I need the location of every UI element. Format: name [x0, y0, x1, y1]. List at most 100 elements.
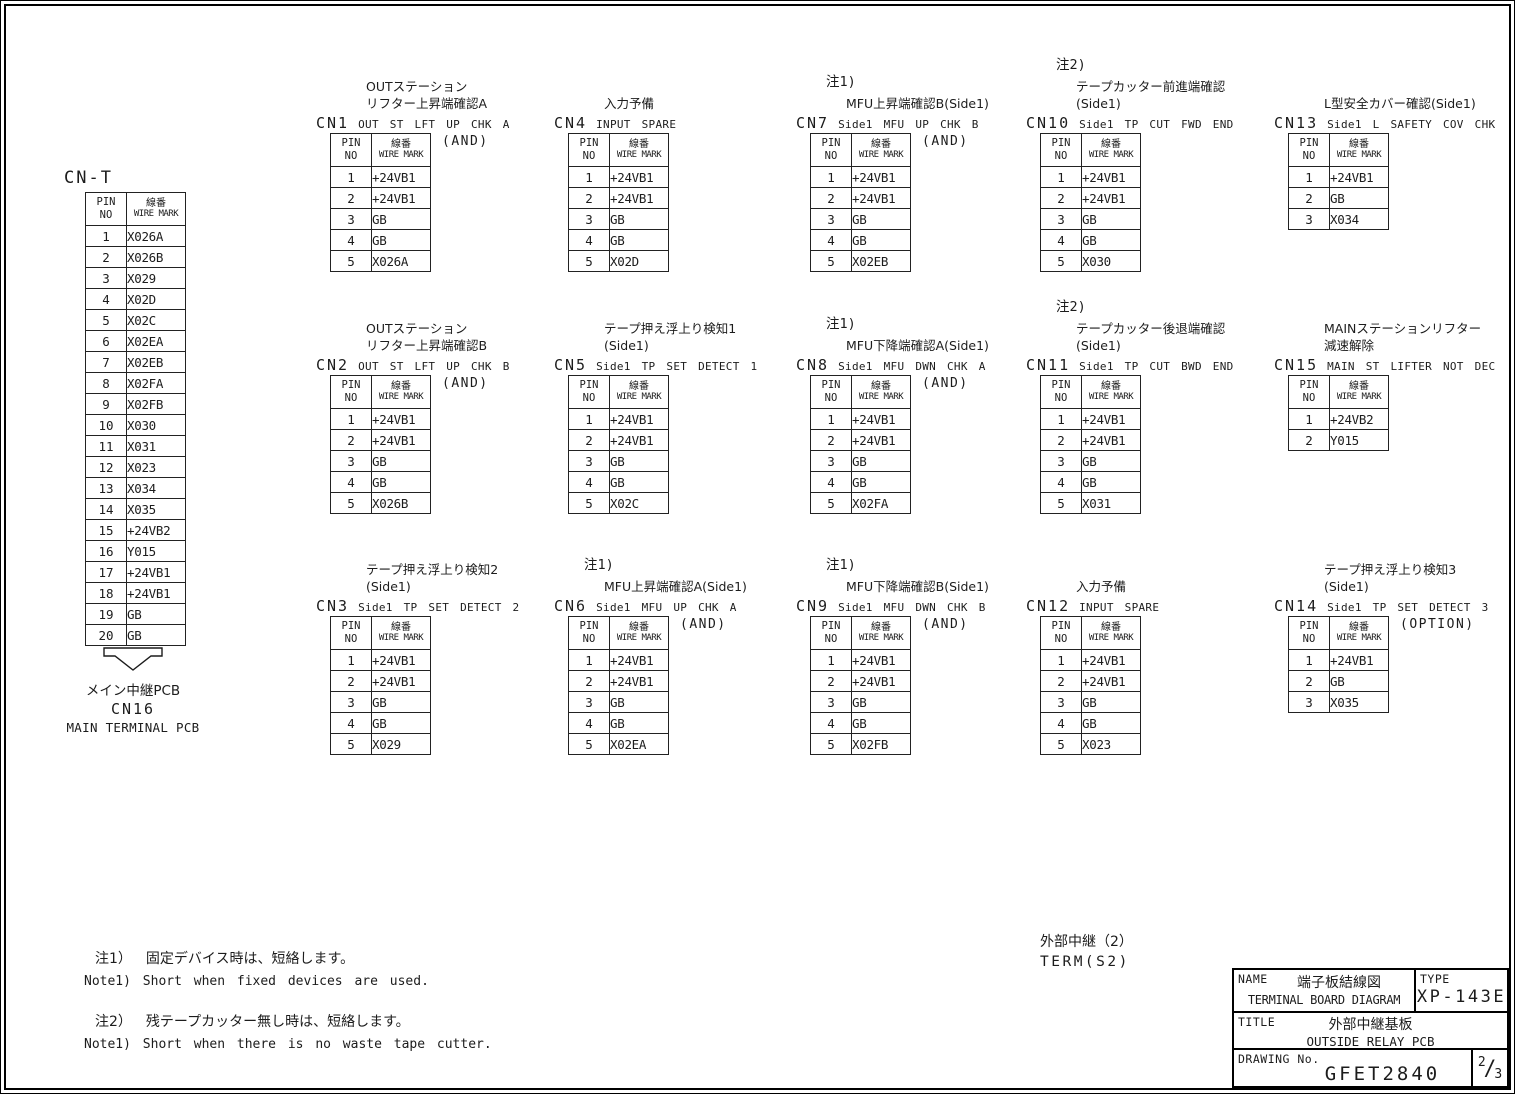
- connector-title-en: Side1 MFU DWN CHK A: [838, 360, 986, 373]
- connector-block: 注1) MFU下降端確認B(Side1) CN9 Side1 MFU DWN C…: [796, 557, 989, 755]
- pin-row: 1 +24VB1: [330, 408, 431, 430]
- connector-id-line: CN3 Side1 TP SET DETECT 2: [316, 597, 660, 615]
- wire-mark-header: 線番 WIRE MARK: [371, 375, 431, 409]
- pin-row: 4 GB: [810, 471, 911, 493]
- connector-pin-rows: 1 +24VB1 2 +24VB1 3 GB 4 GB 5 X030: [1040, 166, 1141, 272]
- wire-mark: Y015: [1329, 429, 1389, 451]
- pin-no-header: PIN NO: [330, 375, 372, 409]
- connector-title-en: Side1 MFU DWN CHK B: [838, 601, 986, 614]
- page-total: 3: [1494, 1066, 1503, 1082]
- connector-id-line: CN7 Side1 MFU UP CHK B: [796, 114, 1140, 132]
- connector-title-jp: テープカッター前進端確認 (Side1): [1076, 79, 1226, 112]
- connector-pin-rows: 1 +24VB1 2 GB 3 X035: [1288, 649, 1389, 713]
- connector-header: テープ押え浮上り検知2 (Side1) CN3 Side1 TP SET DETE…: [316, 562, 660, 615]
- pin-no: 15: [85, 519, 127, 541]
- wire-mark: GB: [609, 471, 669, 493]
- wire-mark-header: 線番 WIRE MARK: [1329, 616, 1389, 650]
- pin-no: 1: [568, 649, 610, 671]
- wire-mark: +24VB1: [851, 187, 911, 209]
- wire-mark: X034: [1329, 208, 1389, 230]
- connector-pin-rows: 1 +24VB1 2 +24VB1 3 GB 4 GB 5 X029: [330, 649, 431, 755]
- connector-id: CN13: [1274, 114, 1319, 132]
- wire-mark: +24VB1: [126, 582, 186, 604]
- pin-no: 2: [810, 429, 852, 451]
- wire-mark: +24VB1: [609, 429, 669, 451]
- pin-no: 3: [568, 208, 610, 230]
- wire-mark: +24VB1: [1329, 166, 1389, 188]
- pin-row: 5 X02EB: [810, 250, 911, 272]
- pin-no-header: PIN NO: [810, 133, 852, 167]
- connector-title-jp: MAINステーションリフター 減速解除: [1324, 321, 1482, 354]
- connector-pin-rows: 1 +24VB1 2 +24VB1 3 GB 4 GB 5 X02D: [568, 166, 669, 272]
- wire-mark: X029: [126, 267, 186, 289]
- connector-title-jp: テープ押え浮上り検知2 (Side1): [366, 562, 499, 595]
- connector-title-jp: MFU上昇端確認B(Side1): [846, 96, 989, 112]
- pin-table-header-row: PIN NO 線番 WIRE MARK: [1040, 375, 1141, 409]
- pin-row: 1 +24VB1: [810, 408, 911, 430]
- connector-note-ref: 注2): [1056, 299, 1086, 316]
- connector-id-line: CN8 Side1 MFU DWN CHK A: [796, 356, 1140, 374]
- pin-no-header: PIN NO: [568, 375, 610, 409]
- pin-table-header-row: PIN NO 線番 WIRE MARK: [1288, 133, 1389, 167]
- term-label: 外部中継（2） TERM(S2): [1040, 931, 1133, 970]
- pin-row: 16 Y015: [85, 540, 186, 562]
- pin-table-header-row: PIN NO 線番 WIRE MARK: [810, 375, 911, 409]
- wire-mark: +24VB1: [1081, 166, 1141, 188]
- pin-row: 2 +24VB1: [568, 429, 669, 451]
- pin-row: 3 GB: [1040, 450, 1141, 472]
- wire-mark: GB: [371, 691, 431, 713]
- connector-block: MAINステーションリフター 減速解除 CN15 MAIN ST LIFTER N…: [1274, 321, 1495, 451]
- connector-pin-table: PIN NO 線番 WIRE MARK 1 +24VB1 2 +24VB1 3 …: [810, 133, 911, 272]
- pin-row: 7 X02EB: [85, 351, 186, 373]
- connector-id: CN7: [796, 114, 830, 132]
- pin-no: 5: [810, 250, 852, 272]
- wire-mark: +24VB1: [371, 187, 431, 209]
- pin-row: 5 X02D: [568, 250, 669, 272]
- pin-row: 18 +24VB1: [85, 582, 186, 604]
- cn-t-label: CN-T: [64, 168, 113, 188]
- pin-table-header-row: PIN NO 線番 WIRE MARK: [568, 616, 669, 650]
- connector-block: 注1) MFU下降端確認A(Side1) CN8 Side1 MFU DWN C…: [796, 316, 989, 514]
- pin-table-header-row: PIN NO 線番 WIRE MARK: [330, 133, 431, 167]
- pin-row: 5 X026A: [330, 250, 431, 272]
- pin-no: 16: [85, 540, 127, 562]
- connector-id: CN5: [554, 356, 588, 374]
- connector-pin-table: PIN NO 線番 WIRE MARK 1 +24VB1 2 +24VB1 3 …: [810, 616, 911, 755]
- pin-table-header-row: PIN NO 線番 WIRE MARK: [330, 375, 431, 409]
- pin-no: 3: [1288, 208, 1330, 230]
- pin-row: 4 GB: [1040, 471, 1141, 493]
- title-label: TITLE: [1238, 1015, 1276, 1029]
- wire-mark: GB: [1081, 712, 1141, 734]
- connector-pin-rows: 1 +24VB1 2 +24VB1 3 GB 4 GB 5 X031: [1040, 408, 1141, 514]
- pin-no: 4: [1040, 712, 1082, 734]
- pin-row: 1 +24VB1: [330, 649, 431, 671]
- connector-pin-rows: 1 +24VB1 2 +24VB1 3 GB 4 GB 5 X023: [1040, 649, 1141, 755]
- wire-mark: Y015: [126, 540, 186, 562]
- connector-title-jp: MFU下降端確認A(Side1): [846, 338, 989, 354]
- connector-header: 注1) MFU上昇端確認B(Side1) CN7 Side1 MFU UP CH…: [796, 70, 1140, 132]
- connector-pin-table: PIN NO 線番 WIRE MARK 1 +24VB1 2 GB 3 X035: [1288, 616, 1389, 713]
- connector-id-line: CN13 Side1 L SAFETY COV CHK: [1274, 114, 1515, 132]
- pin-no: 3: [1040, 208, 1082, 230]
- pin-row: 3 GB: [1040, 208, 1141, 230]
- pin-no-header: PIN NO: [85, 192, 127, 226]
- connector-id-line: CN2 OUT ST LFT UP CHK B: [316, 356, 660, 374]
- pin-row: 11 X031: [85, 435, 186, 457]
- main-terminal-cn-id: CN16: [110, 700, 156, 718]
- connector-block: 注2) テープカッター後退端確認 (Side1) CN11 Side1 TP CU…: [1026, 299, 1233, 514]
- wire-mark: X026A: [371, 250, 431, 272]
- main-terminal-pointer: メイン中継PCB CN16 MAIN TERMINAL PCB: [33, 645, 233, 735]
- wire-mark: +24VB1: [1329, 649, 1389, 671]
- pin-no: 7: [85, 351, 127, 373]
- pin-no: 1: [1040, 166, 1082, 188]
- pin-no: 14: [85, 498, 127, 520]
- connector-block: L型安全カバー確認(Side1) CN13 Side1 L SAFETY COV…: [1274, 96, 1495, 230]
- connector-title-jp: 入力予備: [604, 96, 655, 112]
- pin-no: 4: [810, 471, 852, 493]
- wire-mark: +24VB1: [851, 408, 911, 430]
- wire-mark-header: 線番 WIRE MARK: [851, 375, 911, 409]
- wire-mark: X02EB: [126, 351, 186, 373]
- wire-mark: X02FA: [126, 372, 186, 394]
- pin-row: 15 +24VB2: [85, 519, 186, 541]
- pin-row: 4 GB: [330, 471, 431, 493]
